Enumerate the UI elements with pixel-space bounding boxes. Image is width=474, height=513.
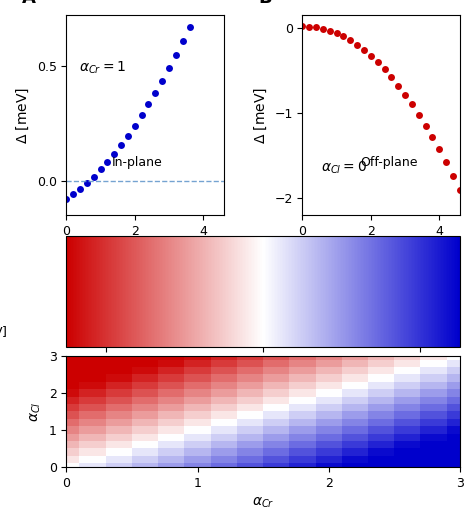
Text: $\alpha_{Cr} = 1$: $\alpha_{Cr} = 1$ — [79, 60, 126, 76]
Text: A: A — [22, 0, 36, 7]
Text: Off-plane: Off-plane — [360, 156, 418, 169]
Text: $\Delta$ [meV]: $\Delta$ [meV] — [0, 324, 8, 339]
Y-axis label: $\Delta$ [meV]: $\Delta$ [meV] — [15, 87, 31, 144]
X-axis label: $\alpha_{Cr}$: $\alpha_{Cr}$ — [252, 495, 274, 509]
Text: In-plane: In-plane — [112, 156, 163, 169]
X-axis label: $\alpha_{Cr}$: $\alpha_{Cr}$ — [370, 244, 392, 258]
Text: B: B — [258, 0, 272, 7]
Y-axis label: $\alpha_{Cl}$: $\alpha_{Cl}$ — [29, 401, 43, 422]
Y-axis label: $\Delta$ [meV]: $\Delta$ [meV] — [253, 87, 269, 144]
Text: $\alpha_{Cl} = 0$: $\alpha_{Cl} = 0$ — [321, 160, 367, 176]
X-axis label: $\alpha_{Cl}$: $\alpha_{Cl}$ — [135, 244, 155, 258]
